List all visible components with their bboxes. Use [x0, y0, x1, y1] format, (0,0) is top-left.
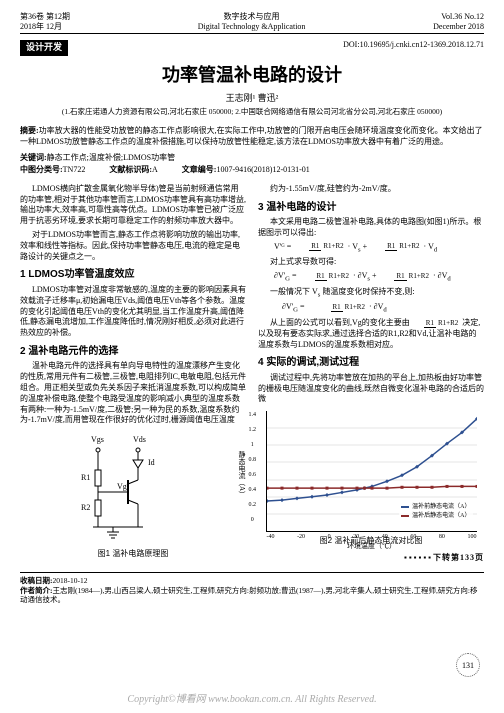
keywords-label: 关键词: — [20, 153, 47, 162]
p: 约为-1.55mV/度,硅管约为-2mV/度。 — [258, 184, 484, 195]
formula: ∂V'G = R1R1+R2 · ∂Vs + R1R1+R2 · ∂Vd — [258, 271, 484, 284]
figure-1: Vgs Vds Id R1 Vg — [20, 432, 246, 560]
figure-2: 静态电流（A） 1.41.210.80.60.40.20 — [258, 411, 484, 547]
article-no: 文章编号:1007-9416(2018)12-0131-01 — [182, 165, 310, 175]
footer-copyright: Copyright©博看网 www.bookan.com.cn. All Rig… — [0, 690, 504, 705]
abstract-text: 功率放大器的性能受功放管的静态工作点影响很大,在实际工作中,功放管的门限开启电压… — [20, 126, 483, 146]
section-tag: 设计开发 — [20, 40, 68, 56]
formula: V'ᴳ = R1R1+R2 · Vs + R1R1+R2 · Vd — [258, 242, 484, 255]
svg-text:R1: R1 — [81, 473, 90, 482]
header-center: 数字技术与应用 Digital Technology &Application — [198, 12, 306, 31]
h3: 4 实际的调试,测试过程 — [258, 356, 484, 370]
svg-text:R2: R2 — [81, 503, 90, 512]
date-en: December 2018 — [433, 22, 484, 32]
p: 本文采用电路二极管温补电路,具体的电路图(如图1)所示。根据图示可以得出: — [258, 217, 484, 239]
class-no: 中图分类号:TN722 — [20, 165, 85, 175]
journal-en: Digital Technology &Application — [198, 22, 306, 32]
h3: 3 温补电路的设计 — [258, 201, 484, 215]
chart-yaxis: 1.41.210.80.60.40.20 — [249, 411, 257, 531]
svg-text:Vgs: Vgs — [91, 435, 104, 444]
p: 调试过程中,先将功率管放在加热的平台上,加热板由好功率管的栅极电压随温度变化的曲… — [258, 373, 484, 405]
p: 对上式求导数可得: — [258, 257, 484, 268]
header-bar: 第36卷 第12期 2018年 12月 数字技术与应用 Digital Tech… — [20, 12, 484, 34]
abstract-label: 摘要: — [20, 126, 39, 135]
chart-legend: 温补前静态电流（A） 温补后静态电流（A） — [399, 501, 472, 523]
chart-xlabel: 环境温度（℃） — [267, 542, 477, 551]
p: 温补电路元件的选择具有单向导电特性的温度漂移产生变化的性质,常用元件有二极管,三… — [20, 361, 246, 426]
doc-code: 文献标识码:A — [109, 165, 157, 175]
p: 对于LDMOS功率管而言,静态工作点将影响功放的输出功率,效率和线性等指标。因此… — [20, 230, 246, 262]
page-number: 131 — [456, 653, 480, 677]
receipt-block: 收稿日期:2018-10-12 作者简介:王志刚(1984—),男,山西吕梁人,… — [20, 572, 484, 605]
journal-cn: 数字技术与应用 — [198, 12, 306, 22]
header-right: Vol.36 No.12 December 2018 — [433, 12, 484, 31]
continued: ▪▪▪▪▪▪下转第133页 — [258, 553, 484, 564]
column-left: LDMOS横向扩散金属氧化物半导体)管是当前射频通信常用的功率管,相对于其他功率… — [20, 184, 246, 566]
svg-text:Vg: Vg — [117, 482, 127, 491]
keywords: 关键词:静态工作点;温度补偿;LDMOS功率管 — [20, 153, 484, 163]
content-area: 第36卷 第12期 2018年 12月 数字技术与应用 Digital Tech… — [0, 0, 504, 605]
classification-row: 中图分类号:TN722 文献标识码:A 文章编号:1007-9416(2018)… — [20, 165, 484, 177]
doi-text: DOI:10.19695/j.cnki.cn12-1369.2018.12.71 — [343, 40, 484, 50]
chart-ylabel: 静态电流（A） — [237, 451, 246, 498]
tag-row: 设计开发 DOI:10.19695/j.cnki.cn12-1369.2018.… — [20, 40, 484, 56]
affiliations: (1.石家庄诺通人力资源有限公司,河北石家庄 050000; 2.中国联合网络通… — [20, 107, 484, 117]
circuit-svg: Vgs Vds Id R1 Vg — [73, 432, 193, 542]
chart: 静态电流（A） 1.41.210.80.60.40.20 — [266, 411, 477, 532]
h3: 2 温补电路元件的选择 — [20, 345, 246, 359]
p: LDMOS功率管对温度非常敏感的,温度的主要的影响因素具有效载流子迁移率μ,初始… — [20, 285, 246, 339]
keywords-text: 静态工作点;温度补偿;LDMOS功率管 — [47, 153, 175, 162]
abstract: 摘要:功率放大器的性能受功放管的静态工作点影响很大,在实际工作中,功放管的门限开… — [20, 125, 484, 147]
page: 第36卷 第12期 2018年 12月 数字技术与应用 Digital Tech… — [0, 0, 504, 713]
two-columns: LDMOS横向扩散金属氧化物半导体)管是当前射频通信常用的功率管,相对于其他功率… — [20, 184, 484, 566]
article-title: 功率管温补电路的设计 — [20, 64, 484, 87]
h3: 1 LDMOS功率管温度效应 — [20, 268, 246, 282]
header-left: 第36卷 第12期 2018年 12月 — [20, 12, 70, 31]
svg-text:Id: Id — [148, 458, 155, 467]
p: LDMOS横向扩散金属氧化物半导体)管是当前射频通信常用的功率管,相对于其他功率… — [20, 184, 246, 227]
chart-xaxis: -40-20020406080100 — [267, 533, 477, 541]
column-right: 约为-1.55mV/度,硅管约为-2mV/度。 3 温补电路的设计 本文采用电路… — [258, 184, 484, 566]
vol-issue-cn: 第36卷 第12期 — [20, 12, 70, 22]
date-cn: 2018年 12月 — [20, 22, 70, 32]
vol-issue-en: Vol.36 No.12 — [433, 12, 484, 22]
svg-text:Vds: Vds — [133, 435, 146, 444]
authors: 王志刚¹ 曹迅² — [20, 93, 484, 105]
p: 一般情况下 Vs 随温度变化时保持不变,则: — [258, 287, 484, 300]
fig1-caption: 图1 温补电路原理图 — [20, 549, 246, 560]
formula: ∂V'G = R1R1+R2 · ∂Vd — [258, 302, 484, 315]
p: 从上面的公式可以看到,Vg的变化主要由 R1R1+R2 决定,以及现有要态实际求… — [258, 318, 484, 350]
